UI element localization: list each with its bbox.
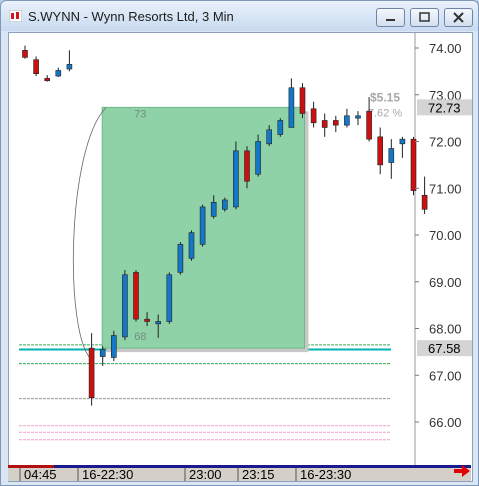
candle-body [399, 138, 406, 145]
candle-body [244, 150, 250, 182]
measure-change-label: $5.15 [370, 90, 400, 104]
candle-body [133, 272, 139, 320]
candle-body [366, 110, 372, 140]
y-tick-label: 72.00 [429, 135, 462, 150]
candle-body [266, 129, 273, 145]
x-tick-label: 16-23:30 [300, 467, 351, 481]
candle-body [310, 108, 317, 124]
candle-body [33, 59, 39, 75]
candle-body [299, 87, 306, 114]
candle-body [332, 120, 339, 126]
measure-end-bar-label: 73 [134, 108, 146, 120]
price-chart[interactable]: 73 68 $5.15 7.62 % 74.00 73.00 72.00 71.00 70.00… [9, 33, 473, 481]
x-tick-label: 16-22:30 [82, 467, 133, 481]
close-button[interactable] [444, 8, 473, 27]
measure-arc [73, 107, 107, 361]
time-axis: 04:45 16-22:30 23:00 23:15 16-23:30 [8, 465, 471, 482]
y-tick-label: 68.00 [429, 322, 462, 337]
candle-body [410, 138, 417, 191]
candle-body [111, 335, 117, 358]
candle-body [355, 115, 361, 119]
candle-body [222, 199, 228, 210]
candle-body [144, 318, 150, 322]
y-tick-label: 66.00 [429, 415, 462, 430]
minimize-icon [386, 19, 395, 21]
y-tick-label: 67.00 [429, 368, 462, 383]
crosshair-price-label: 67.58 [428, 341, 461, 356]
candle-body [210, 201, 217, 217]
candle-body [377, 136, 384, 166]
x-tick-label: 23:15 [242, 467, 275, 481]
last-price-label: 72.73 [428, 100, 461, 115]
y-tick-label: 73.00 [429, 88, 462, 103]
chart-panel[interactable]: 73 68 $5.15 7.62 % 74.00 73.00 72.00 71.00 70.00… [8, 32, 473, 482]
measure-start-bar-label: 68 [134, 331, 146, 343]
crosshair-price-label-bg [417, 340, 473, 357]
candle-body [199, 206, 206, 245]
candle-body [155, 321, 161, 325]
minimize-button[interactable] [376, 8, 405, 27]
title-bar[interactable]: S.WYNN - Wynn Resorts Ltd, 3 Min [1, 1, 478, 31]
maximize-icon [419, 12, 430, 22]
candle-body [188, 232, 195, 259]
candle-body [288, 87, 295, 128]
candle-body [55, 70, 62, 77]
window-title: S.WYNN - Wynn Resorts Ltd, 3 Min [28, 9, 234, 24]
candle-body [255, 141, 261, 175]
measure-percent-label: 7.62 % [368, 107, 402, 119]
candle-body [388, 148, 395, 163]
close-icon [453, 12, 464, 23]
y-tick-label: 74.00 [429, 41, 462, 56]
candle-body [44, 78, 51, 82]
candle-body [321, 120, 328, 128]
chart-app-icon [9, 10, 22, 22]
y-tick-label: 71.00 [429, 181, 462, 196]
y-tick-label: 69.00 [429, 275, 462, 290]
candle-body [66, 64, 73, 70]
candle-body [421, 194, 428, 210]
candle-body [277, 120, 284, 135]
x-tick-label: 04:45 [24, 467, 57, 481]
time-axis-bar: 04:45 16-22:30 23:00 23:15 16-23:30 [8, 465, 471, 482]
candle-body [177, 244, 184, 273]
time-axis-rule-marker [8, 465, 54, 468]
candle-body [233, 150, 239, 208]
x-tick-label: 23:00 [189, 467, 222, 481]
candle-body [22, 50, 28, 58]
scroll-forward-icon[interactable] [453, 464, 471, 478]
candle-body [344, 115, 350, 126]
maximize-button[interactable] [410, 8, 439, 27]
time-axis-rule [8, 465, 471, 468]
last-price-label-bg [417, 99, 473, 116]
candle-body [99, 349, 106, 357]
candle-body [88, 347, 95, 398]
y-tick-label: 70.00 [429, 228, 462, 243]
candle-body [166, 274, 173, 322]
candle-body [122, 274, 128, 338]
